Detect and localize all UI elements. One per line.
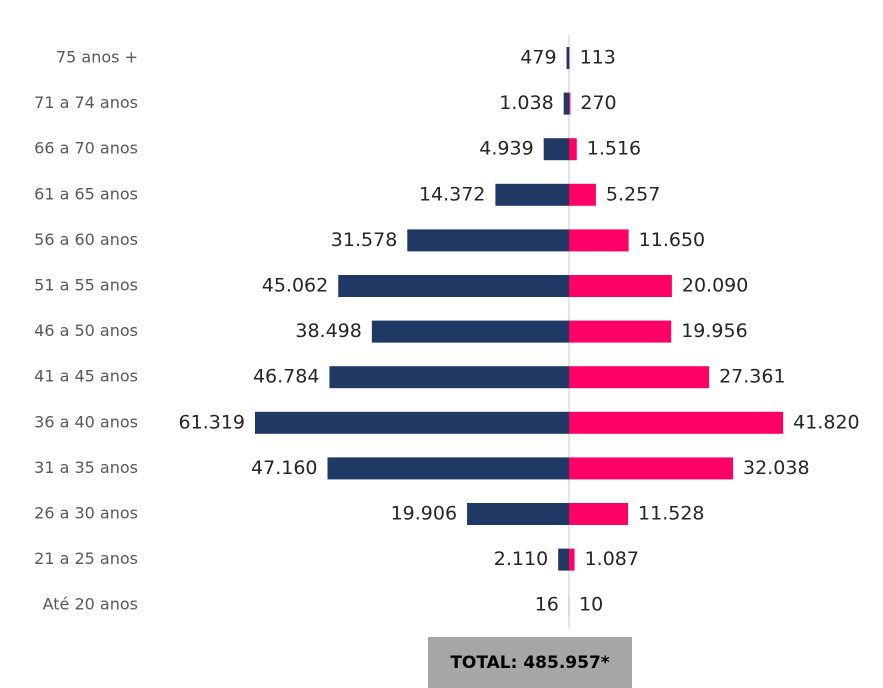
value-label: 1.516	[587, 138, 641, 160]
value-label: 10	[579, 594, 603, 616]
bar	[569, 47, 570, 69]
value-label: 19.906	[391, 503, 457, 525]
bar	[569, 320, 672, 343]
category-label: Até 20 anos	[43, 595, 138, 614]
category-label: 51 a 55 anos	[34, 276, 138, 295]
bar	[543, 138, 569, 161]
value-label: 32.038	[743, 457, 809, 479]
total-box	[428, 637, 632, 688]
bar	[329, 366, 569, 389]
value-label: 5.257	[606, 183, 660, 205]
category-label: 61 a 65 anos	[34, 184, 138, 203]
bar	[569, 548, 575, 571]
bar	[569, 92, 571, 115]
bar	[569, 503, 629, 525]
category-label: 31 a 35 anos	[34, 458, 138, 477]
category-label: 71 a 74 anos	[34, 93, 138, 112]
value-label: 19.956	[681, 320, 747, 342]
value-label: 4.939	[479, 138, 533, 160]
value-label: 11.528	[638, 503, 704, 525]
category-label: 75 anos +	[56, 48, 138, 67]
bar	[495, 183, 569, 206]
bar	[569, 366, 710, 389]
value-label: 479	[520, 47, 556, 69]
value-label: 270	[580, 92, 616, 114]
bar	[569, 457, 734, 480]
bar	[255, 411, 569, 434]
value-label: 38.498	[295, 320, 361, 342]
value-label: 46.784	[253, 366, 319, 388]
value-label: 27.361	[719, 366, 785, 388]
total-label: TOTAL: 485.957*	[450, 653, 609, 673]
bar	[569, 411, 784, 434]
category-label: 21 a 25 anos	[34, 549, 138, 568]
bar	[467, 503, 569, 525]
category-label: 26 a 30 anos	[34, 504, 138, 523]
value-label: 1.038	[499, 92, 553, 114]
bar	[558, 548, 569, 571]
category-label: 46 a 50 anos	[34, 321, 138, 340]
bar	[569, 229, 629, 252]
bar	[569, 138, 577, 161]
bar	[371, 320, 569, 343]
bar	[338, 275, 569, 297]
bar	[407, 229, 569, 252]
value-label: 45.062	[262, 275, 328, 297]
category-label: 66 a 70 anos	[34, 139, 138, 158]
value-label: 47.160	[251, 457, 317, 479]
value-label: 2.110	[494, 548, 548, 570]
bar	[327, 457, 569, 480]
value-label: 61.319	[179, 411, 245, 433]
value-label: 41.820	[793, 411, 859, 433]
value-label: 1.087	[585, 548, 639, 570]
value-label: 11.650	[639, 229, 705, 251]
bar	[563, 92, 569, 115]
category-label: 56 a 60 anos	[34, 230, 138, 249]
category-label: 36 a 40 anos	[34, 412, 138, 431]
value-label: 14.372	[419, 183, 485, 205]
value-label: 20.090	[682, 275, 748, 297]
bar	[569, 275, 672, 297]
value-label: 16	[535, 594, 559, 616]
category-label: 41 a 45 anos	[34, 367, 138, 386]
bar	[566, 47, 569, 69]
value-label: 31.578	[331, 229, 397, 251]
value-label: 113	[580, 47, 616, 69]
bar	[569, 183, 596, 206]
